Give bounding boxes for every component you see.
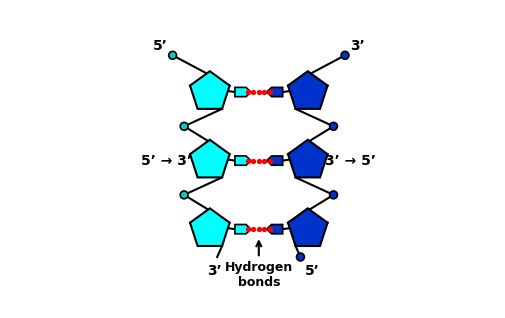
Polygon shape [288,71,328,109]
Polygon shape [288,140,328,177]
Text: Hydrogen
bonds: Hydrogen bonds [225,241,293,289]
Circle shape [296,253,305,261]
Polygon shape [267,156,283,165]
Polygon shape [190,71,230,109]
Circle shape [330,191,337,199]
Text: 5’: 5’ [153,39,168,53]
Circle shape [180,122,188,130]
Polygon shape [235,87,251,97]
Polygon shape [288,208,328,246]
Polygon shape [235,225,251,234]
Polygon shape [190,140,230,177]
Text: 3’ → 5’: 3’ → 5’ [325,154,376,168]
Text: 5’: 5’ [306,264,320,278]
Polygon shape [267,87,283,97]
Text: 5’ → 3’: 5’ → 3’ [141,154,192,168]
Circle shape [180,191,188,199]
Circle shape [169,52,177,59]
Text: 3’: 3’ [350,39,365,53]
Circle shape [330,122,337,130]
Polygon shape [190,208,230,246]
Text: 3’: 3’ [208,264,222,278]
Polygon shape [267,225,283,234]
Polygon shape [235,156,251,165]
Circle shape [341,52,349,59]
